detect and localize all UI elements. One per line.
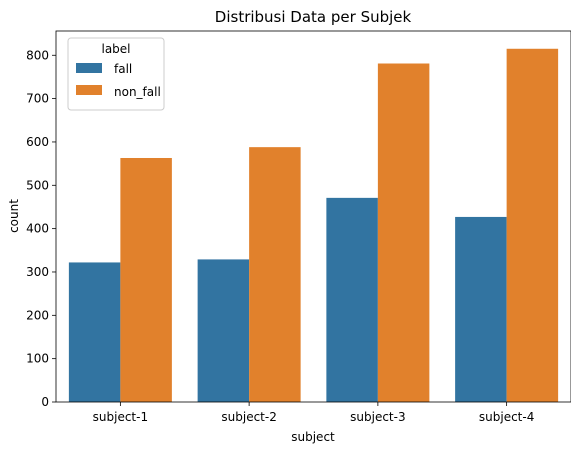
x-axis-label: subject: [291, 430, 335, 444]
legend-label-non-fall: non_fall: [114, 85, 161, 99]
y-tick-label: 0: [41, 395, 49, 409]
bar-fall-subject-1: [68, 262, 121, 402]
x-tick-label: subject-2: [221, 410, 276, 424]
y-axis-label: count: [7, 199, 21, 233]
bar-non-fall-subject-3: [377, 63, 430, 403]
legend-swatch-non-fall: [76, 85, 102, 95]
bar-fall-subject-3: [326, 197, 378, 402]
y-axis: 0 100 200 300 400 500 600 700 800: [26, 48, 56, 409]
bar-non-fall-subject-1: [120, 157, 172, 402]
bar-non-fall-subject-2: [249, 147, 301, 402]
y-tick-label: 600: [26, 135, 49, 149]
y-tick-label: 700: [26, 92, 49, 106]
x-tick-label: subject-1: [93, 410, 148, 424]
y-tick-label: 400: [26, 222, 49, 236]
y-tick-label: 200: [26, 308, 49, 322]
x-axis: subject-1 subject-2 subject-3 subject-4: [93, 402, 534, 424]
plot-frame: [55, 30, 571, 403]
legend-swatch-fall: [76, 63, 102, 73]
y-tick-label: 800: [26, 48, 49, 62]
y-tick-label: 500: [26, 178, 49, 192]
y-tick-label: 100: [26, 352, 49, 366]
bars-layer: [68, 48, 559, 403]
bar-non-fall-subject-4: [506, 48, 559, 402]
legend: label fall non_fall: [67, 37, 165, 111]
bar-fall-subject-4: [455, 216, 507, 402]
x-tick-label: subject-4: [479, 410, 534, 424]
bar-fall-subject-2: [197, 259, 250, 402]
chart-title: Distribusi Data per Subjek: [215, 8, 412, 26]
x-tick-label: subject-3: [350, 410, 405, 424]
legend-label-fall: fall: [114, 62, 132, 76]
y-tick-label: 300: [26, 265, 49, 279]
legend-title: label: [101, 42, 130, 56]
